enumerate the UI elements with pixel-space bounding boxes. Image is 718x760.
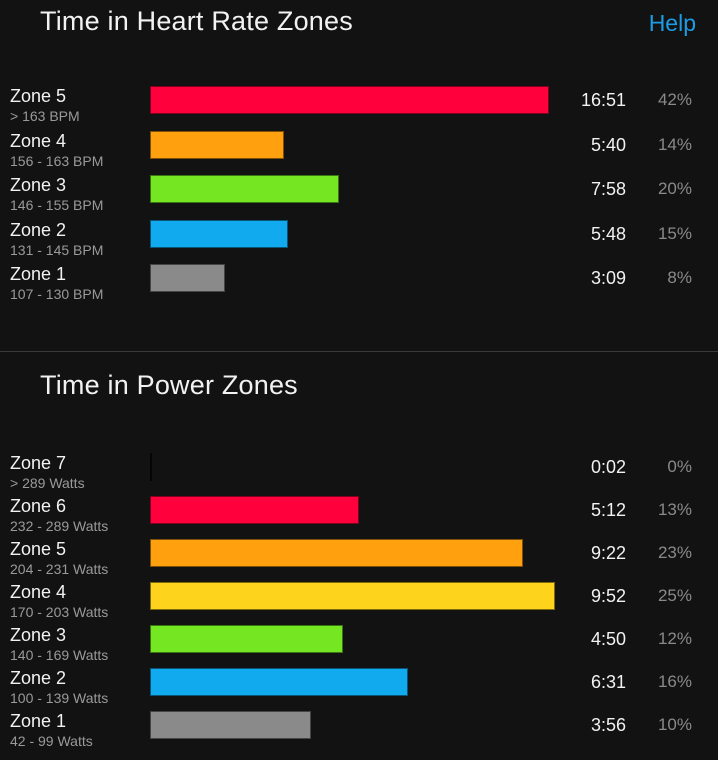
zone-bar bbox=[150, 625, 343, 653]
zone-range: 131 - 145 BPM bbox=[10, 241, 104, 258]
zone-time: 6:31 bbox=[590, 672, 626, 692]
zone-row: Zone 3 146 - 155 BPM 7:58 20% bbox=[0, 175, 718, 215]
zone-percent: 14% bbox=[657, 134, 692, 154]
zone-range: 146 - 155 BPM bbox=[10, 197, 104, 213]
zone-row: Zone 4 170 - 203 Watts 9:52 25% bbox=[0, 582, 718, 622]
zone-name: Zone 4 bbox=[10, 582, 67, 602]
help-link[interactable]: Help bbox=[648, 10, 696, 36]
zone-range: > 163 BPM bbox=[10, 108, 80, 124]
zone-percent: 8% bbox=[667, 268, 692, 287]
zone-time: 16:51 bbox=[580, 90, 626, 110]
zone-percent: 42% bbox=[657, 90, 692, 109]
zone-bar bbox=[150, 264, 225, 292]
zone-row: Zone 1 107 - 130 BPM 3:09 8% bbox=[0, 264, 718, 304]
zone-percent: 23% bbox=[657, 543, 692, 562]
zone-range: 232 - 289 Watts bbox=[10, 518, 109, 534]
zone-bar bbox=[150, 711, 311, 739]
zone-range: > 289 Watts bbox=[10, 475, 85, 491]
zone-name: Zone 5 bbox=[10, 86, 67, 106]
zone-percent: 25% bbox=[657, 586, 692, 605]
zone-percent: 15% bbox=[657, 223, 692, 243]
zone-time: 5:12 bbox=[590, 500, 626, 520]
zone-name: Zone 2 bbox=[10, 219, 67, 240]
zone-bar bbox=[150, 175, 339, 203]
zone-range: 100 - 139 Watts bbox=[10, 690, 109, 706]
zone-time: 0:02 bbox=[590, 457, 626, 477]
zone-row: Zone 6 232 - 289 Watts 5:12 13% bbox=[0, 496, 718, 536]
zone-bar bbox=[150, 582, 555, 610]
zone-range: 170 - 203 Watts bbox=[10, 604, 109, 620]
zone-row: Zone 5 > 163 BPM 16:51 42% bbox=[0, 86, 718, 126]
zone-bar bbox=[150, 219, 288, 248]
zone-name: Zone 7 bbox=[10, 453, 67, 473]
zone-range: 107 - 130 BPM bbox=[10, 286, 104, 302]
zone-bar bbox=[150, 86, 549, 114]
zone-percent: 0% bbox=[667, 457, 692, 476]
zone-bar bbox=[150, 539, 523, 567]
zone-time: 5:48 bbox=[590, 223, 626, 244]
zone-bar bbox=[150, 496, 359, 524]
zone-time: 7:58 bbox=[590, 179, 626, 199]
zone-row: Zone 4 156 - 163 BPM 5:40 14% bbox=[0, 130, 718, 171]
section-divider bbox=[0, 351, 718, 352]
zone-percent: 20% bbox=[657, 179, 692, 198]
zone-bar bbox=[150, 130, 284, 159]
zone-percent: 16% bbox=[657, 672, 692, 691]
zone-range: 140 - 169 Watts bbox=[10, 647, 109, 663]
zone-percent: 13% bbox=[657, 500, 692, 519]
zone-range: 42 - 99 Watts bbox=[10, 733, 93, 749]
zone-time: 3:56 bbox=[590, 715, 626, 735]
zone-time: 9:52 bbox=[590, 586, 626, 606]
zone-name: Zone 6 bbox=[10, 496, 67, 516]
zone-name: Zone 1 bbox=[10, 711, 67, 731]
zone-percent: 12% bbox=[657, 629, 692, 648]
zone-range: 156 - 163 BPM bbox=[10, 152, 104, 169]
zone-name: Zone 1 bbox=[10, 264, 67, 284]
zone-row: Zone 5 204 - 231 Watts 9:22 23% bbox=[0, 539, 718, 579]
zone-range: 204 - 231 Watts bbox=[10, 561, 109, 577]
zone-row: Zone 7 > 289 Watts 0:02 0% bbox=[0, 453, 718, 493]
zone-row: Zone 2 131 - 145 BPM 5:48 15% bbox=[0, 219, 718, 260]
zone-row: Zone 1 42 - 99 Watts 3:56 10% bbox=[0, 711, 718, 751]
zone-row: Zone 3 140 - 169 Watts 4:50 12% bbox=[0, 625, 718, 665]
zone-name: Zone 4 bbox=[10, 130, 67, 151]
zone-time: 4:50 bbox=[590, 629, 626, 649]
power-zones-title: Time in Power Zones bbox=[40, 370, 298, 400]
heart-rate-zones-title: Time in Heart Rate Zones bbox=[40, 6, 353, 36]
zone-bar bbox=[150, 453, 152, 481]
zone-row: Zone 2 100 - 139 Watts 6:31 16% bbox=[0, 668, 718, 708]
zone-time: 3:09 bbox=[590, 268, 626, 288]
zone-name: Zone 5 bbox=[10, 539, 67, 559]
zone-bar bbox=[150, 668, 408, 696]
zone-percent: 10% bbox=[657, 715, 692, 734]
zone-name: Zone 3 bbox=[10, 175, 67, 195]
zone-time: 5:40 bbox=[590, 134, 626, 155]
zone-time: 9:22 bbox=[590, 543, 626, 563]
zone-name: Zone 3 bbox=[10, 625, 67, 645]
zone-name: Zone 2 bbox=[10, 668, 67, 688]
